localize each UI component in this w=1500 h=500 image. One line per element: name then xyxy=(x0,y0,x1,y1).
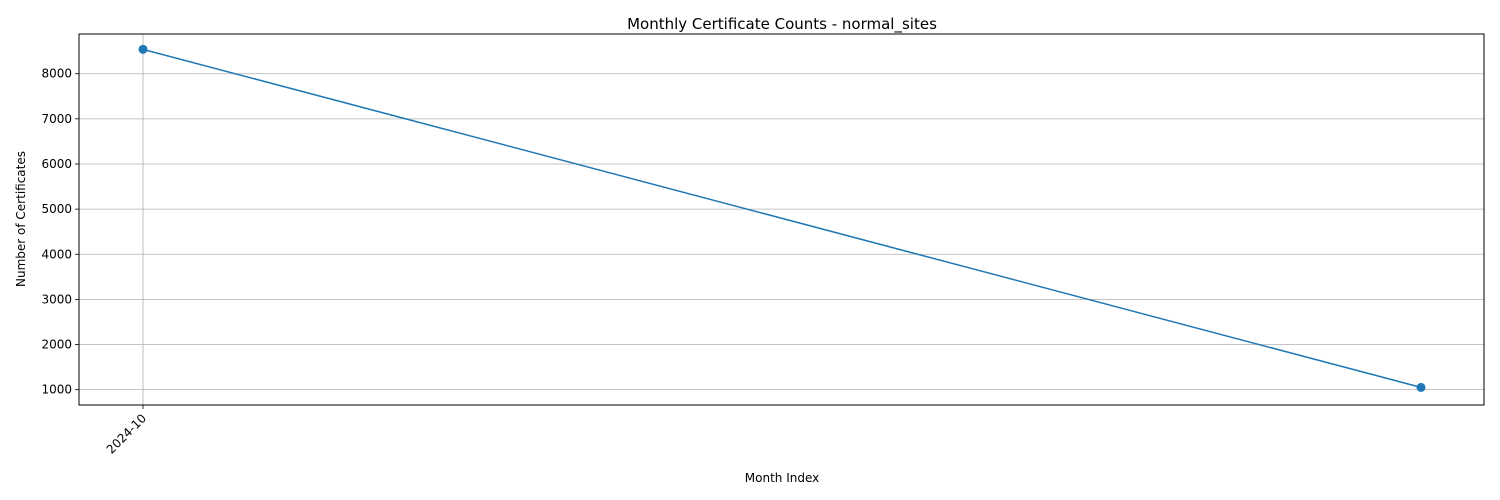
chart-title: Monthly Certificate Counts - normal_site… xyxy=(627,15,937,34)
y-axis-ticks: 1000 2000 3000 4000 5000 6000 7000 8000 xyxy=(41,67,79,397)
plot-frame xyxy=(78,33,1485,406)
y-tick-label: 4000 xyxy=(41,247,72,261)
y-tick-label: 5000 xyxy=(41,202,72,216)
data-point xyxy=(138,44,148,54)
y-tick-label: 3000 xyxy=(41,292,72,306)
x-axis-label: Month Index xyxy=(745,471,819,485)
grid-lines xyxy=(79,34,1484,405)
y-tick-label: 2000 xyxy=(41,338,72,352)
series-line xyxy=(142,48,1422,389)
data-series xyxy=(138,44,1426,392)
data-point xyxy=(1416,382,1426,392)
y-axis-label: Number of Certificates xyxy=(14,151,28,287)
y-tick-label: 6000 xyxy=(41,157,72,171)
y-tick-label: 8000 xyxy=(41,67,72,81)
y-tick-label: 7000 xyxy=(41,112,72,126)
y-tick-label: 1000 xyxy=(41,383,72,397)
